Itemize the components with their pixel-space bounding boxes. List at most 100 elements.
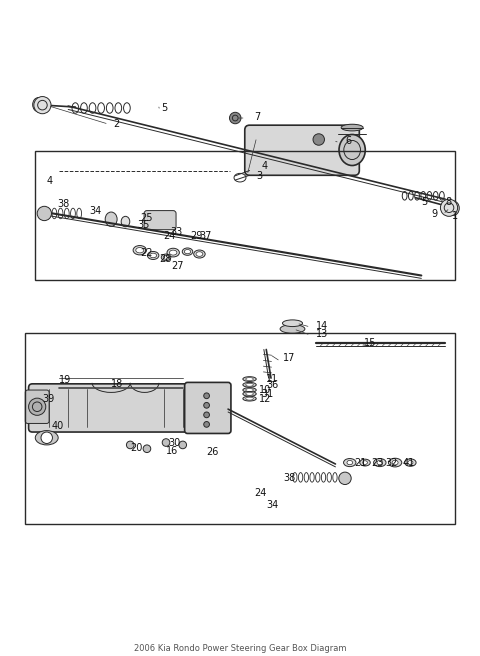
Ellipse shape	[35, 430, 58, 445]
Text: 5: 5	[161, 104, 168, 113]
Text: 38: 38	[283, 474, 295, 483]
Ellipse shape	[150, 253, 156, 258]
Text: 19: 19	[59, 375, 71, 384]
Ellipse shape	[363, 461, 367, 464]
Text: 26: 26	[206, 447, 219, 457]
Text: 41: 41	[402, 458, 415, 468]
Ellipse shape	[373, 459, 386, 466]
Circle shape	[313, 134, 324, 145]
Text: 4: 4	[47, 176, 53, 186]
Text: 17: 17	[283, 353, 295, 363]
Ellipse shape	[162, 439, 170, 446]
Circle shape	[441, 199, 457, 216]
Ellipse shape	[194, 250, 205, 258]
Text: 25: 25	[140, 213, 152, 223]
Text: 31: 31	[262, 389, 274, 399]
Text: 33: 33	[171, 226, 183, 237]
Ellipse shape	[105, 212, 117, 226]
Ellipse shape	[339, 134, 365, 165]
Text: 21: 21	[355, 458, 367, 468]
Text: 30: 30	[168, 438, 180, 447]
FancyBboxPatch shape	[245, 125, 360, 175]
Text: 12: 12	[259, 394, 272, 403]
Text: 1: 1	[452, 211, 458, 221]
FancyBboxPatch shape	[29, 384, 217, 432]
Circle shape	[204, 393, 209, 399]
Ellipse shape	[388, 459, 402, 467]
Text: 24: 24	[164, 231, 176, 241]
Ellipse shape	[243, 396, 256, 401]
Text: 9: 9	[431, 209, 437, 219]
Ellipse shape	[179, 441, 187, 449]
Text: 20: 20	[130, 443, 143, 453]
Text: 34: 34	[266, 500, 278, 510]
Ellipse shape	[243, 388, 256, 392]
Text: 28: 28	[159, 254, 171, 264]
Text: 40: 40	[51, 421, 64, 431]
Text: 39: 39	[42, 394, 54, 403]
Ellipse shape	[377, 461, 383, 464]
Ellipse shape	[243, 377, 256, 381]
FancyBboxPatch shape	[144, 211, 176, 230]
Ellipse shape	[136, 247, 144, 253]
Ellipse shape	[360, 459, 370, 466]
Text: 2006 Kia Rondo Power Steering Gear Box Diagram: 2006 Kia Rondo Power Steering Gear Box D…	[134, 644, 346, 653]
Ellipse shape	[133, 245, 146, 255]
Ellipse shape	[184, 249, 191, 254]
Ellipse shape	[344, 459, 356, 466]
Text: 35: 35	[137, 220, 150, 230]
Circle shape	[204, 422, 209, 427]
Text: 13: 13	[316, 329, 329, 339]
Text: 2: 2	[114, 119, 120, 129]
Ellipse shape	[126, 441, 134, 449]
Circle shape	[29, 398, 46, 415]
Ellipse shape	[246, 392, 253, 396]
Text: 37: 37	[199, 231, 212, 241]
Text: 7: 7	[254, 112, 261, 121]
Text: 15: 15	[364, 338, 376, 348]
Ellipse shape	[161, 254, 171, 260]
Ellipse shape	[347, 461, 352, 464]
Text: 32: 32	[385, 458, 398, 468]
Text: 34: 34	[90, 206, 102, 216]
Ellipse shape	[341, 124, 363, 131]
Text: 10: 10	[259, 385, 271, 395]
Circle shape	[339, 472, 351, 485]
Bar	[25, 333, 455, 523]
Ellipse shape	[447, 201, 459, 215]
Text: 6: 6	[345, 136, 351, 146]
Text: 24: 24	[254, 487, 267, 498]
Text: 14: 14	[316, 321, 329, 331]
Text: 18: 18	[111, 379, 123, 389]
Text: 29: 29	[190, 231, 202, 241]
Ellipse shape	[243, 382, 256, 387]
Circle shape	[37, 206, 51, 220]
Ellipse shape	[280, 325, 305, 333]
Circle shape	[204, 412, 209, 418]
Ellipse shape	[196, 252, 203, 256]
Ellipse shape	[408, 461, 413, 464]
Text: 36: 36	[266, 380, 278, 390]
Circle shape	[204, 402, 209, 408]
Text: 3: 3	[257, 171, 263, 181]
Text: 27: 27	[171, 261, 183, 271]
Ellipse shape	[33, 98, 45, 112]
Ellipse shape	[246, 383, 253, 386]
Bar	[35, 152, 455, 280]
Ellipse shape	[246, 378, 253, 380]
Text: 8: 8	[445, 197, 451, 207]
Text: 22: 22	[140, 247, 152, 258]
Text: 5: 5	[421, 197, 428, 207]
Ellipse shape	[392, 461, 398, 465]
FancyBboxPatch shape	[25, 390, 49, 423]
Ellipse shape	[282, 320, 302, 327]
Text: 16: 16	[166, 446, 178, 456]
Text: 38: 38	[58, 199, 70, 209]
FancyBboxPatch shape	[185, 382, 231, 434]
Ellipse shape	[147, 251, 159, 260]
Ellipse shape	[167, 248, 180, 257]
Circle shape	[229, 112, 241, 124]
Text: 4: 4	[262, 161, 268, 171]
Circle shape	[34, 96, 51, 113]
Ellipse shape	[405, 459, 416, 466]
